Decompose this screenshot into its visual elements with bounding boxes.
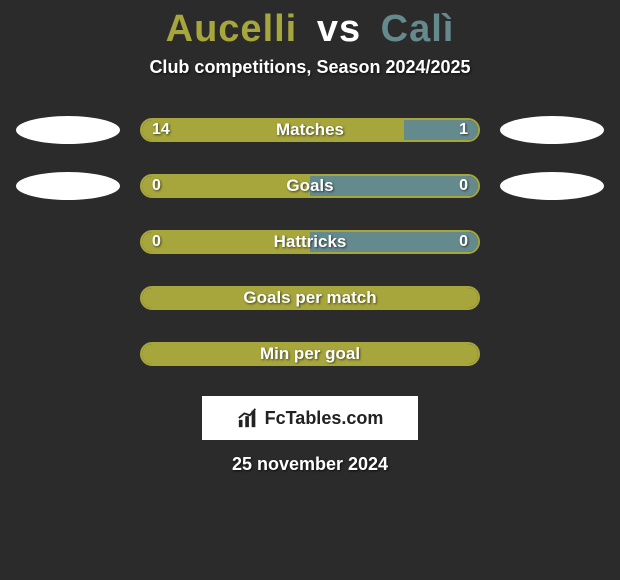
stat-row: Min per goal (0, 340, 620, 368)
player2-ellipse (500, 172, 604, 200)
stat-label: Goals per match (243, 288, 376, 308)
subtitle: Club competitions, Season 2024/2025 (0, 57, 620, 78)
stat-label: Goals (286, 176, 333, 196)
chart-icon (237, 407, 259, 429)
date-text: 25 november 2024 (0, 454, 620, 475)
stat-bar: 0 0 Goals (140, 174, 480, 198)
bar-segment-player1 (142, 120, 404, 140)
player2-value: 0 (459, 233, 468, 251)
stat-label: Min per goal (260, 344, 360, 364)
branding-text: FcTables.com (265, 408, 384, 429)
stat-bar: 14 1 Matches (140, 118, 480, 142)
stat-row: 0 0 Hattricks (0, 228, 620, 256)
stat-bar: Goals per match (140, 286, 480, 310)
bar-segment-player1 (142, 176, 310, 196)
comparison-title: Aucelli vs Calì (0, 0, 620, 51)
player1-ellipse (16, 172, 120, 200)
player2-value: 1 (459, 121, 468, 139)
stat-row: 0 0 Goals (0, 172, 620, 200)
stat-row: Goals per match (0, 284, 620, 312)
stat-rows-container: 14 1 Matches 0 0 Goals 0 0 Hattricks Goals per ma… (0, 116, 620, 368)
bar-segment-player2 (310, 176, 478, 196)
stat-bar: Min per goal (140, 342, 480, 366)
branding-logo[interactable]: FcTables.com (202, 396, 418, 440)
player1-name: Aucelli (166, 8, 298, 50)
stat-label: Hattricks (274, 232, 347, 252)
player1-value: 0 (152, 233, 161, 251)
player1-value: 0 (152, 177, 161, 195)
stat-row: 14 1 Matches (0, 116, 620, 144)
player1-ellipse (16, 116, 120, 144)
player1-value: 14 (152, 121, 170, 139)
player2-ellipse (500, 116, 604, 144)
player2-name: Calì (381, 8, 455, 50)
vs-text: vs (317, 8, 361, 50)
player2-value: 0 (459, 177, 468, 195)
stat-bar: 0 0 Hattricks (140, 230, 480, 254)
stat-label: Matches (276, 120, 344, 140)
